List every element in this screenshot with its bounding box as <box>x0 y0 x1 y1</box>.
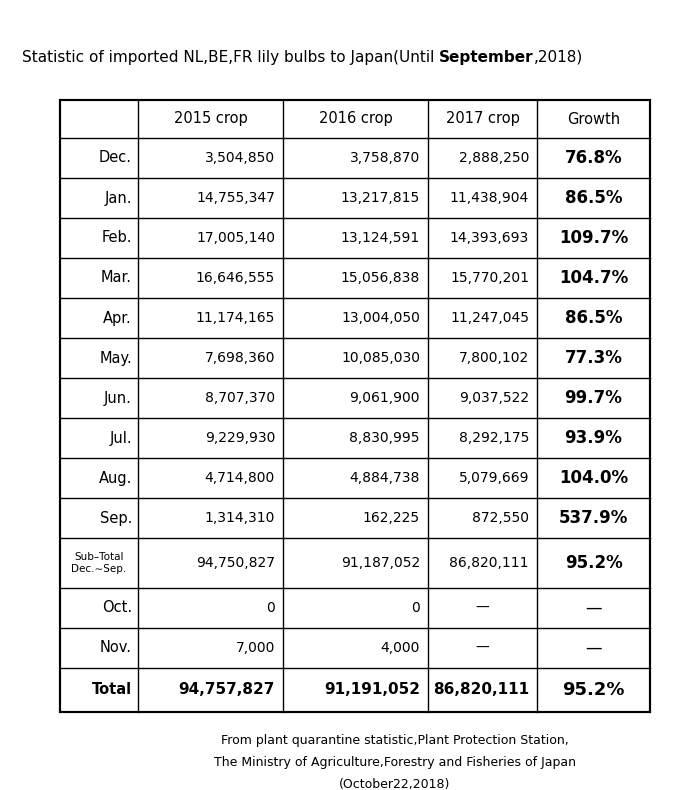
Text: The Ministry of Agriculture,Forestry and Fisheries of Japan: The Ministry of Agriculture,Forestry and… <box>214 756 576 769</box>
Text: 104.7%: 104.7% <box>559 269 628 287</box>
Text: Apr.: Apr. <box>104 310 132 325</box>
Text: 4,000: 4,000 <box>380 641 420 655</box>
Text: 8,292,175: 8,292,175 <box>458 431 529 445</box>
Text: 10,085,030: 10,085,030 <box>341 351 420 365</box>
Text: Growth: Growth <box>567 111 620 126</box>
Text: Jun.: Jun. <box>104 390 132 405</box>
Text: 872,550: 872,550 <box>472 511 529 525</box>
Text: 2017 crop: 2017 crop <box>445 111 519 126</box>
Text: 94,750,827: 94,750,827 <box>196 556 275 570</box>
Text: —: — <box>585 639 602 657</box>
Text: 4,714,800: 4,714,800 <box>204 471 275 485</box>
Text: (October22,2018): (October22,2018) <box>339 778 451 790</box>
Text: 162,225: 162,225 <box>363 511 420 525</box>
Text: 86.5%: 86.5% <box>565 189 622 207</box>
Text: 16,646,555: 16,646,555 <box>196 271 275 285</box>
Text: 95.2%: 95.2% <box>565 554 622 572</box>
Text: 91,187,052: 91,187,052 <box>341 556 420 570</box>
Text: 13,217,815: 13,217,815 <box>341 191 420 205</box>
Text: Jan.: Jan. <box>104 190 132 205</box>
Text: Feb.: Feb. <box>102 231 132 246</box>
Text: September: September <box>439 50 534 65</box>
Text: —: — <box>476 601 489 615</box>
Text: 15,770,201: 15,770,201 <box>450 271 529 285</box>
Text: 0: 0 <box>411 601 420 615</box>
Text: Statistic of imported NL,BE,FR lily bulbs to Japan(Until: Statistic of imported NL,BE,FR lily bulb… <box>22 50 439 65</box>
Text: From plant quarantine statistic,Plant Protection Station,: From plant quarantine statistic,Plant Pr… <box>221 734 569 747</box>
Text: 104.0%: 104.0% <box>559 469 628 487</box>
Text: 109.7%: 109.7% <box>559 229 628 247</box>
Text: 1,314,310: 1,314,310 <box>204 511 275 525</box>
Text: 93.9%: 93.9% <box>565 429 622 447</box>
Text: —: — <box>585 599 602 617</box>
Text: 7,698,360: 7,698,360 <box>204 351 275 365</box>
Text: 86.5%: 86.5% <box>565 309 622 327</box>
Text: 537.9%: 537.9% <box>559 509 628 527</box>
Text: 3,504,850: 3,504,850 <box>205 151 275 165</box>
Text: 11,174,165: 11,174,165 <box>196 311 275 325</box>
Text: —: — <box>476 641 489 655</box>
Text: Sep.: Sep. <box>100 510 132 525</box>
Text: 2,888,250: 2,888,250 <box>458 151 529 165</box>
Text: Total: Total <box>92 683 132 698</box>
Text: 9,061,900: 9,061,900 <box>349 391 420 405</box>
Text: 9,229,930: 9,229,930 <box>204 431 275 445</box>
Text: 17,005,140: 17,005,140 <box>196 231 275 245</box>
Text: 13,124,591: 13,124,591 <box>341 231 420 245</box>
Text: 91,191,052: 91,191,052 <box>324 683 420 698</box>
Text: 2015 crop: 2015 crop <box>173 111 247 126</box>
Text: Oct.: Oct. <box>102 600 132 615</box>
Text: Dec.: Dec. <box>99 151 132 165</box>
Text: 14,393,693: 14,393,693 <box>450 231 529 245</box>
Text: 11,438,904: 11,438,904 <box>450 191 529 205</box>
Text: 4,884,738: 4,884,738 <box>349 471 420 485</box>
Text: Mar.: Mar. <box>101 270 132 285</box>
Text: 13,004,050: 13,004,050 <box>341 311 420 325</box>
Text: 0: 0 <box>266 601 275 615</box>
Text: 77.3%: 77.3% <box>565 349 622 367</box>
Text: 15,056,838: 15,056,838 <box>341 271 420 285</box>
Text: 8,830,995: 8,830,995 <box>349 431 420 445</box>
Text: 76.8%: 76.8% <box>565 149 622 167</box>
Text: 11,247,045: 11,247,045 <box>450 311 529 325</box>
Text: Jul.: Jul. <box>110 431 132 446</box>
Text: 86,820,111: 86,820,111 <box>450 556 529 570</box>
Text: 5,079,669: 5,079,669 <box>458 471 529 485</box>
Text: 8,707,370: 8,707,370 <box>205 391 275 405</box>
Text: 99.7%: 99.7% <box>565 389 622 407</box>
Text: 7,000: 7,000 <box>236 641 275 655</box>
Bar <box>60 100 650 712</box>
Text: Nov.: Nov. <box>100 641 132 656</box>
Text: 7,800,102: 7,800,102 <box>459 351 529 365</box>
Text: 94,757,827: 94,757,827 <box>179 683 275 698</box>
Text: 2016 crop: 2016 crop <box>319 111 393 126</box>
Text: 95.2%: 95.2% <box>563 681 625 699</box>
Text: 9,037,522: 9,037,522 <box>459 391 529 405</box>
Text: Sub–Total
Dec.∼Sep.: Sub–Total Dec.∼Sep. <box>71 552 127 574</box>
Text: May.: May. <box>100 351 132 366</box>
Text: 86,820,111: 86,820,111 <box>433 683 529 698</box>
Text: 3,758,870: 3,758,870 <box>350 151 420 165</box>
Text: 14,755,347: 14,755,347 <box>196 191 275 205</box>
Text: Aug.: Aug. <box>99 471 132 486</box>
Text: ,2018): ,2018) <box>534 50 583 65</box>
